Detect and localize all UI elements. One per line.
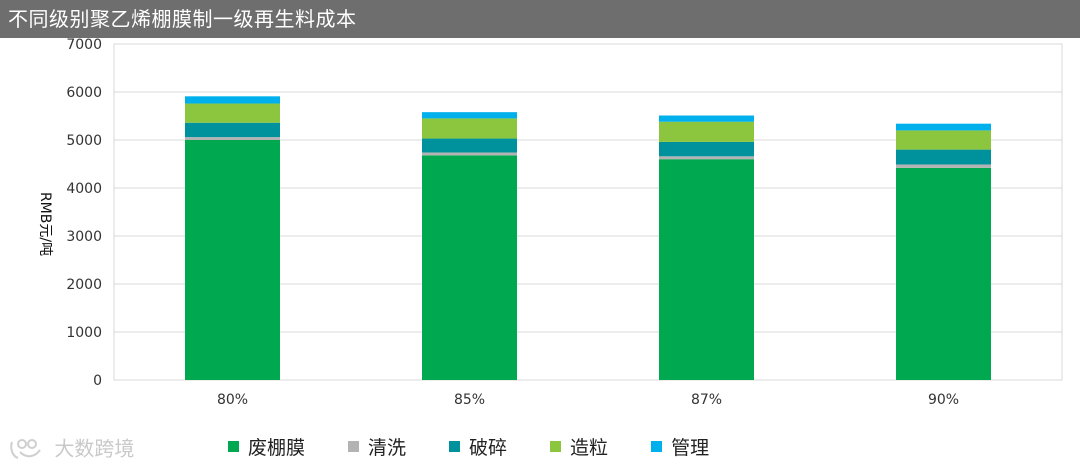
bar-segment-80%-清洗 <box>185 137 280 140</box>
title-bar: 不同级别聚乙烯棚膜制一级再生料成本 <box>0 0 1080 38</box>
legend-label: 破碎 <box>469 436 508 459</box>
bar-segment-90%-破碎 <box>896 149 991 165</box>
legend-item: 管理 <box>651 433 709 460</box>
legend-swatch <box>449 440 461 452</box>
x-tick-label: 80% <box>217 392 248 408</box>
chart-title: 不同级别聚乙烯棚膜制一级再生料成本 <box>8 7 357 31</box>
watermark: 大数跨境 <box>8 432 134 462</box>
legend-item: 破碎 <box>449 433 507 460</box>
bar-segment-90%-管理 <box>896 123 991 131</box>
y-tick-label: 1000 <box>66 325 102 341</box>
watermark-text: 大数跨境 <box>54 436 135 461</box>
brand-logo-icon <box>10 438 41 459</box>
bar-segment-87%-造粒 <box>659 121 754 142</box>
bar-segment-85%-废棚膜 <box>422 155 517 380</box>
x-tick-label: 87% <box>691 392 722 408</box>
legend-item: 废棚膜 <box>228 433 305 460</box>
y-axis-label: RMB元/吨 <box>37 192 53 256</box>
bar-segment-90%-清洗 <box>896 164 991 168</box>
bar-segment-80%-废棚膜 <box>185 140 280 380</box>
legend-label: 清洗 <box>368 436 407 459</box>
y-tick-label: 6000 <box>66 85 102 101</box>
legend-swatch <box>651 440 663 452</box>
y-tick-label: 0 <box>93 373 102 389</box>
bar-segment-87%-清洗 <box>659 156 754 160</box>
bar-segment-85%-破碎 <box>422 138 517 153</box>
legend-swatch <box>228 440 239 452</box>
legend-item: 造粒 <box>550 433 608 460</box>
y-tick-label: 7000 <box>66 37 102 53</box>
y-tick-label: 3000 <box>66 229 102 245</box>
y-tick-label: 2000 <box>66 277 102 293</box>
legend-label: 造粒 <box>570 436 609 459</box>
legend-label: 管理 <box>671 436 710 459</box>
bar-segment-90%-废棚膜 <box>896 167 991 380</box>
bar-segment-85%-管理 <box>422 112 517 119</box>
x-tick-label: 85% <box>454 392 485 408</box>
legend-swatch <box>348 440 360 452</box>
legend-swatch <box>550 440 562 452</box>
y-tick-label: 4000 <box>66 181 102 197</box>
bar-segment-87%-废棚膜 <box>659 159 754 380</box>
y-tick-label: 5000 <box>66 133 102 149</box>
legend-item: 清洗 <box>348 433 406 460</box>
chart-legend: 废棚膜 清洗 破碎 造粒 管理 <box>228 431 752 461</box>
bar-segment-85%-清洗 <box>422 152 517 156</box>
bar-segment-87%-破碎 <box>659 141 754 157</box>
plot-area <box>113 43 1063 381</box>
legend-label: 废棚膜 <box>248 436 306 459</box>
bar-segment-80%-破碎 <box>185 122 280 138</box>
bar-segment-90%-造粒 <box>896 130 991 150</box>
bar-segment-85%-造粒 <box>422 118 517 139</box>
bar-segment-80%-造粒 <box>185 103 280 123</box>
bar-segment-80%-管理 <box>185 96 280 104</box>
x-tick-label: 90% <box>928 392 959 408</box>
stacked-bar-chart: 0 1000 2000 3000 4000 5000 6000 7000 RMB元/吨 80% 85… <box>37 37 1063 408</box>
bar-segment-87%-管理 <box>659 115 754 122</box>
